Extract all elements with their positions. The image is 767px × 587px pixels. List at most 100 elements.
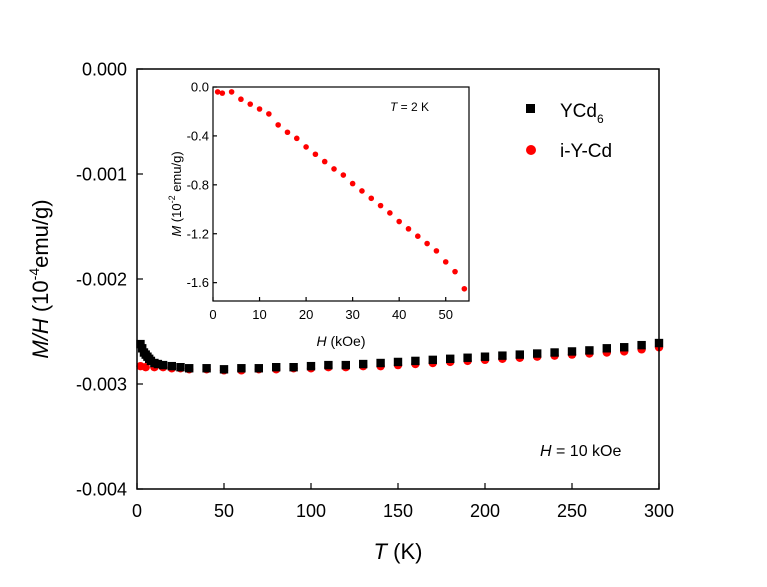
- inset-point-a: [331, 166, 337, 172]
- inset-point-a: [359, 188, 365, 194]
- inset-point-a: [368, 195, 375, 202]
- inset-point-a: [275, 122, 281, 128]
- inset-point-a: [415, 233, 421, 239]
- inset-point-a: [442, 259, 449, 265]
- main-x-tick-label: 300: [644, 501, 674, 521]
- main-annotation-field: H = 10 kOe: [540, 443, 621, 460]
- inset-point-a: [266, 111, 272, 117]
- main-series-ycd6: [136, 338, 664, 374]
- legend-label-iycd: i-Y-Cd: [560, 141, 612, 162]
- inset-point-a: [214, 89, 221, 95]
- inset-point-a: [377, 202, 384, 209]
- main-point-a: [306, 361, 316, 371]
- inset-point-a: [387, 210, 393, 216]
- main-y-tick-label: -0.004: [76, 479, 127, 499]
- main-point-a: [585, 346, 594, 355]
- main-point-a: [567, 347, 577, 356]
- main-point-a: [393, 357, 403, 367]
- main-point-a: [480, 352, 490, 361]
- main-y-axis-unit-post: emu/g): [28, 199, 53, 267]
- inset-point-a: [433, 248, 440, 254]
- main-y-tick-label: -0.003: [76, 374, 127, 394]
- inset-x-axis-var: H: [316, 333, 327, 349]
- main-x-axis-var: T: [374, 539, 389, 564]
- inset-plot-frame: [212, 86, 470, 302]
- inset-y-axis-var: M: [169, 226, 184, 237]
- inset-x-tick-label: 20: [299, 307, 313, 322]
- inset-point-a: [312, 151, 319, 158]
- inset-x-tick-label: 0: [209, 307, 216, 322]
- main-point-a: [376, 358, 385, 368]
- main-x-tick-label: 50: [214, 501, 234, 521]
- inset-point-a: [405, 226, 412, 232]
- inset-x-tick-label: 10: [252, 307, 266, 322]
- inset-series-2k: [214, 89, 468, 292]
- inset-x-tick-label: 30: [345, 307, 359, 322]
- main-point-a: [324, 360, 333, 370]
- main-point-a: [219, 365, 229, 374]
- inset-y-tick-label: -0.8: [187, 177, 209, 192]
- main-x-tick-label: 150: [383, 501, 413, 521]
- main-x-ticks: 0 50 100 150 200 250 300: [132, 483, 674, 521]
- main-point-a: [411, 356, 420, 366]
- main-point-a: [167, 361, 176, 371]
- inset-annotation-var: T: [390, 100, 399, 114]
- inset-y-tick-label: -1.6: [187, 275, 209, 290]
- main-point-a: [637, 340, 646, 350]
- inset-y-axis-unit-pre: (10: [169, 203, 184, 225]
- main-point-a: [176, 363, 185, 372]
- main-x-tick-label: 200: [470, 501, 500, 521]
- inset-x-axis-unit: (kOe): [327, 333, 366, 349]
- inset-point-a: [303, 144, 309, 150]
- inset-y-axis-label: M (10-2 emu/g): [167, 151, 184, 236]
- main-y-axis-var: M/H: [28, 318, 53, 358]
- main-y-tick-label: -0.001: [76, 164, 127, 184]
- inset-point-a: [349, 180, 356, 187]
- legend: YCd6 i-Y-Cd: [526, 101, 612, 162]
- main-y-tick-label: -0.002: [76, 269, 127, 289]
- main-y-tick-label: 0.000: [82, 59, 127, 79]
- main-point-a: [498, 351, 507, 360]
- inset-x-axis-label: H (kOe): [316, 333, 365, 349]
- inset-point-a: [340, 172, 347, 178]
- inset-point-a: [228, 89, 235, 95]
- inset-x-tick-label: 50: [438, 307, 452, 322]
- main-y-axis-exponent: -4: [26, 268, 42, 281]
- main-point-a: [428, 355, 437, 365]
- main-annotation-var: H: [540, 443, 552, 460]
- main-point-a: [446, 354, 455, 363]
- inset-point-a: [424, 240, 430, 247]
- main-point-a: [620, 343, 629, 352]
- main-x-tick-label: 0: [132, 501, 142, 521]
- inset-y-ticks: 0.0 -0.4 -0.8 -1.2 -1.6: [187, 80, 217, 290]
- inset-point-a: [396, 218, 402, 225]
- main-point-a: [602, 344, 611, 353]
- main-annotation-text: = 10 kOe: [552, 443, 622, 460]
- main-point-a: [158, 360, 168, 370]
- inset-annotation-text: = 2 K: [397, 100, 429, 114]
- inset-background: [213, 87, 469, 301]
- inset-x-ticks: 0 10 20 30 40 50: [209, 297, 453, 322]
- legend-marker-ycd6: [526, 104, 535, 113]
- main-point-a: [341, 360, 350, 370]
- inset-y-tick-label: -0.4: [187, 128, 209, 143]
- inset-point-a: [321, 158, 328, 165]
- inset-y-tick-label: -1.2: [187, 226, 209, 241]
- main-point-a: [254, 364, 263, 373]
- inset-annotation-temperature: T = 2 K: [390, 100, 429, 114]
- inset-point-a: [293, 135, 300, 142]
- main-x-tick-label: 250: [557, 501, 587, 521]
- main-point-a: [237, 364, 246, 373]
- main-point-a: [359, 359, 368, 369]
- main-x-axis-label: T (K): [374, 539, 423, 564]
- main-y-axis-unit-pre: (10: [28, 280, 53, 318]
- main-y-axis-label: M/H (10-4emu/g): [26, 199, 53, 358]
- main-point-a: [289, 363, 298, 372]
- inset-y-axis-unit-post: emu/g): [169, 151, 184, 195]
- main-point-a: [550, 348, 559, 357]
- main-point-a: [202, 364, 211, 373]
- inset-point-a: [247, 101, 254, 107]
- main-y-ticks: 0.000 -0.001 -0.002 -0.003 -0.004: [76, 59, 143, 499]
- main-x-axis-unit: (K): [387, 539, 422, 564]
